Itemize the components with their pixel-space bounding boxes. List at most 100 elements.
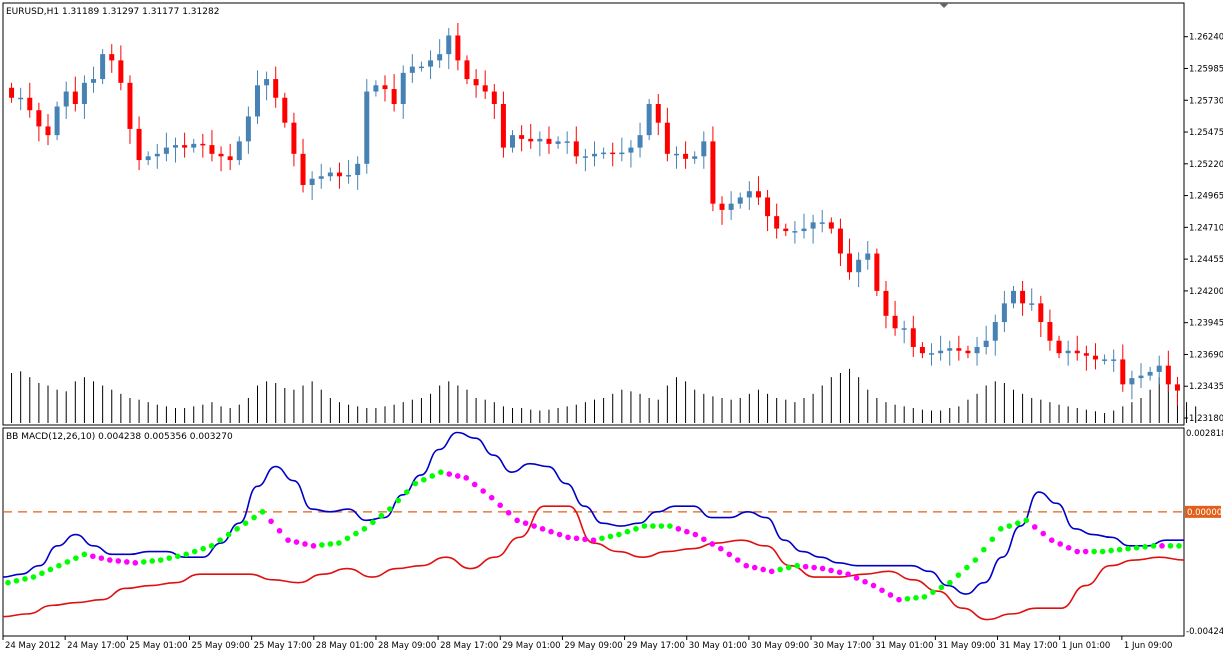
bull-candle bbox=[1102, 359, 1108, 361]
bear-candle bbox=[282, 97, 288, 123]
macd-dot-falling bbox=[132, 560, 139, 566]
macd-dot-falling bbox=[760, 566, 767, 573]
macd-dot-rising bbox=[378, 512, 385, 519]
macd-dot-rising bbox=[964, 564, 970, 571]
macd-dot-rising bbox=[73, 555, 79, 561]
macd-dot-falling bbox=[896, 596, 902, 603]
bear-candle bbox=[200, 143, 206, 146]
macd-dot-rising bbox=[989, 536, 996, 543]
price-tick-label: 1.25730 bbox=[1189, 96, 1223, 106]
time-tick-label: 31 May 01:00 bbox=[875, 641, 933, 651]
price-tick-label: 1.23435 bbox=[1189, 382, 1223, 392]
bull-candle bbox=[364, 91, 370, 164]
bear-candle bbox=[965, 350, 971, 354]
bull-candle bbox=[601, 152, 607, 155]
bear-candle bbox=[1083, 353, 1089, 356]
macd-dot-falling bbox=[862, 578, 868, 585]
macd-dot-falling bbox=[522, 520, 529, 526]
bull-candle bbox=[409, 66, 415, 73]
bear-candle bbox=[1092, 355, 1098, 360]
price-tick-label: 1.25475 bbox=[1189, 128, 1223, 138]
bull-candle bbox=[63, 91, 69, 107]
bull-candle bbox=[245, 116, 251, 142]
time-tick-label: 31 May 09:00 bbox=[937, 641, 995, 651]
bull-candle bbox=[1111, 359, 1117, 361]
macd-dot-rising bbox=[624, 528, 631, 535]
bull-candle bbox=[938, 350, 944, 354]
time-tick-label: 25 May 01:00 bbox=[129, 641, 187, 651]
bull-candle bbox=[264, 79, 270, 86]
bear-candle bbox=[127, 82, 133, 129]
macd-dot-rising bbox=[667, 523, 673, 529]
time-tick-label: 28 May 01:00 bbox=[316, 641, 374, 651]
macd-dot-rising bbox=[217, 537, 223, 543]
bear-candle bbox=[1165, 365, 1171, 385]
macd-dot-rising bbox=[149, 558, 156, 564]
macd-dot-rising bbox=[599, 535, 605, 542]
bear-candle bbox=[755, 191, 761, 198]
bull-candle bbox=[1138, 375, 1144, 379]
bull-candle bbox=[1029, 303, 1035, 305]
bull-candle bbox=[309, 178, 315, 185]
macd-dot-rising bbox=[327, 541, 334, 547]
bull-candle bbox=[400, 72, 406, 104]
bear-candle bbox=[218, 153, 224, 157]
macd-dot-falling bbox=[684, 528, 690, 535]
macd-dot-falling bbox=[1040, 530, 1047, 537]
macd-dot-falling bbox=[1074, 548, 1080, 555]
bull-candle bbox=[428, 60, 434, 67]
bull-candle bbox=[446, 35, 452, 55]
macd-upper-band-line bbox=[2, 431, 1184, 595]
bear-candle bbox=[664, 122, 670, 154]
macd-dot-rising bbox=[1167, 543, 1174, 549]
macd-dot-falling bbox=[743, 562, 750, 569]
macd-dot-falling bbox=[836, 569, 843, 576]
bear-candle bbox=[883, 290, 889, 316]
time-tick-label: 28 May 09:00 bbox=[378, 641, 436, 651]
bull-candle bbox=[564, 141, 570, 143]
macd-dot-rising bbox=[1099, 548, 1106, 555]
macd-dot-rising bbox=[607, 533, 614, 540]
macd-dot-falling bbox=[1082, 548, 1089, 555]
bear-candle bbox=[910, 328, 916, 347]
bull-candle bbox=[1010, 290, 1016, 304]
macd-dot-rising bbox=[429, 473, 436, 479]
macd-dot-rising bbox=[938, 584, 945, 591]
price-pane bbox=[2, 2, 1185, 426]
time-tick-label: 29 May 01:00 bbox=[502, 641, 560, 651]
bull-candle bbox=[100, 54, 106, 80]
macd-dot-rising bbox=[39, 570, 45, 577]
macd-dot-falling bbox=[268, 518, 274, 525]
macd-dot-falling bbox=[107, 557, 113, 563]
macd-dot-rising bbox=[1108, 547, 1114, 554]
macd-dot-rising bbox=[955, 572, 962, 578]
bull-candle bbox=[628, 147, 634, 153]
time-tick-label: 24 May 17:00 bbox=[67, 641, 125, 651]
macd-dot-rising bbox=[1176, 543, 1182, 549]
bull-candle bbox=[1001, 303, 1007, 323]
bull-candle bbox=[673, 153, 679, 156]
bull-candle bbox=[437, 54, 443, 61]
bear-candle bbox=[300, 153, 306, 185]
macd-dot-falling bbox=[446, 471, 453, 477]
macd-dot-falling bbox=[692, 531, 699, 538]
macd-dot-rising bbox=[1023, 517, 1030, 524]
macd-dot-falling bbox=[675, 526, 682, 532]
bear-candle bbox=[1174, 384, 1180, 391]
macd-dot-rising bbox=[633, 526, 639, 532]
macd-dot-rising bbox=[998, 526, 1004, 532]
bull-candle bbox=[154, 153, 160, 157]
time-tick-label: 29 May 17:00 bbox=[627, 641, 685, 651]
macd-lower-band-line bbox=[2, 505, 1185, 621]
bull-candle bbox=[792, 231, 798, 233]
bull-candle bbox=[54, 106, 60, 136]
bull-candle bbox=[992, 322, 998, 341]
bear-candle bbox=[455, 35, 461, 61]
macd-dot-rising bbox=[47, 566, 54, 573]
bull-candle bbox=[1156, 365, 1162, 372]
macd-dot-falling bbox=[497, 502, 503, 509]
scroll-marker-icon[interactable] bbox=[939, 3, 949, 8]
macd-dot-falling bbox=[539, 526, 546, 532]
macd-dot-falling bbox=[573, 535, 580, 542]
macd-dot-falling bbox=[471, 481, 478, 488]
